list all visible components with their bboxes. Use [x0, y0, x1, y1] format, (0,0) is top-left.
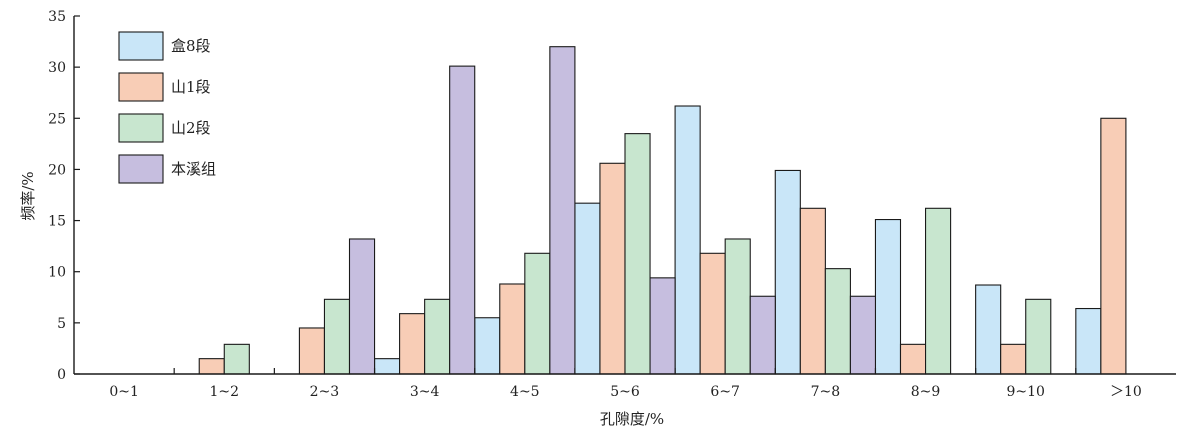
- x-tick-label-10: ＞10: [1110, 384, 1142, 400]
- x-tick-label-4: 4~5: [510, 384, 540, 400]
- y-tick-label-4: 20: [48, 162, 66, 178]
- legend-label-0: 盒8段: [171, 37, 211, 55]
- x-tick-label-5: 5~6: [610, 384, 640, 400]
- bar-1-1: [198, 358, 225, 375]
- bar-2-8: [924, 207, 952, 375]
- bar-1-8: [899, 343, 927, 375]
- legend-label-2: 山2段: [171, 119, 211, 137]
- bar-0-4: [474, 317, 501, 375]
- legend-swatch-3: [118, 154, 164, 184]
- bar-1-9: [1000, 343, 1027, 375]
- bar-3-7: [849, 295, 877, 375]
- x-tick-label-7: 7~8: [811, 384, 841, 400]
- bar-3-2: [348, 238, 376, 375]
- y-tick-label-7: 35: [48, 9, 66, 25]
- x-tick-label-3: 3~4: [410, 384, 440, 400]
- y-tick-label-3: 15: [48, 214, 66, 230]
- bar-3-4: [549, 46, 576, 375]
- x-tick-label-1: 1~2: [209, 384, 239, 400]
- bar-2-1: [223, 343, 250, 375]
- bars-group: [198, 46, 1127, 375]
- bar-0-10: [1075, 307, 1102, 375]
- bar-2-5: [624, 133, 651, 375]
- bar-2-4: [524, 252, 551, 375]
- legend-label-3: 本溪组: [171, 160, 216, 178]
- bar-3-6: [749, 295, 776, 375]
- bar-0-7: [774, 169, 801, 375]
- bar-1-5: [599, 162, 626, 375]
- bar-2-7: [824, 268, 851, 375]
- axes-group: 0 5 10 15 20 25 30 35 0~1 1~2 2~3 3~4 4~5 5~6 6~7 7~8 8~…: [48, 9, 1176, 400]
- bar-0-8: [874, 219, 902, 375]
- bar-2-3: [424, 298, 451, 375]
- bar-1-6: [699, 252, 726, 375]
- x-axis-title: 孔隙度/%: [600, 410, 664, 428]
- bar-1-3: [399, 313, 426, 375]
- bar-1-4: [499, 283, 526, 375]
- bar-3-5: [649, 277, 676, 375]
- bar-2-2: [323, 298, 351, 375]
- bar-0-3: [373, 358, 401, 375]
- x-tick-label-9: 9~10: [1007, 384, 1045, 400]
- x-tick-label-2: 2~3: [310, 384, 340, 400]
- x-tick-label-8: 8~9: [911, 384, 941, 400]
- legend-swatch-1: [118, 72, 164, 102]
- bar-1-7: [799, 207, 826, 375]
- y-tick-label-0: 0: [57, 367, 66, 383]
- bar-0-9: [975, 284, 1002, 375]
- legend-label-1: 山1段: [171, 78, 211, 96]
- bar-2-6: [724, 238, 751, 375]
- x-tick-label-6: 6~7: [710, 384, 740, 400]
- bar-3-3: [449, 65, 476, 375]
- y-axis-title: 频率/%: [19, 171, 37, 220]
- x-tick-label-0: 0~1: [109, 384, 139, 400]
- bar-0-5: [574, 202, 601, 375]
- bar-0-6: [674, 105, 701, 375]
- y-tick-label-1: 5: [57, 316, 66, 332]
- y-tick-label-5: 25: [48, 111, 66, 127]
- legend-swatch-0: [118, 31, 164, 61]
- bar-1-10: [1100, 117, 1127, 375]
- bar-1-2: [298, 327, 326, 375]
- y-tick-label-6: 30: [48, 60, 66, 76]
- bar-2-9: [1025, 298, 1052, 375]
- legend-swatch-2: [118, 113, 164, 143]
- y-tick-label-2: 10: [48, 265, 66, 281]
